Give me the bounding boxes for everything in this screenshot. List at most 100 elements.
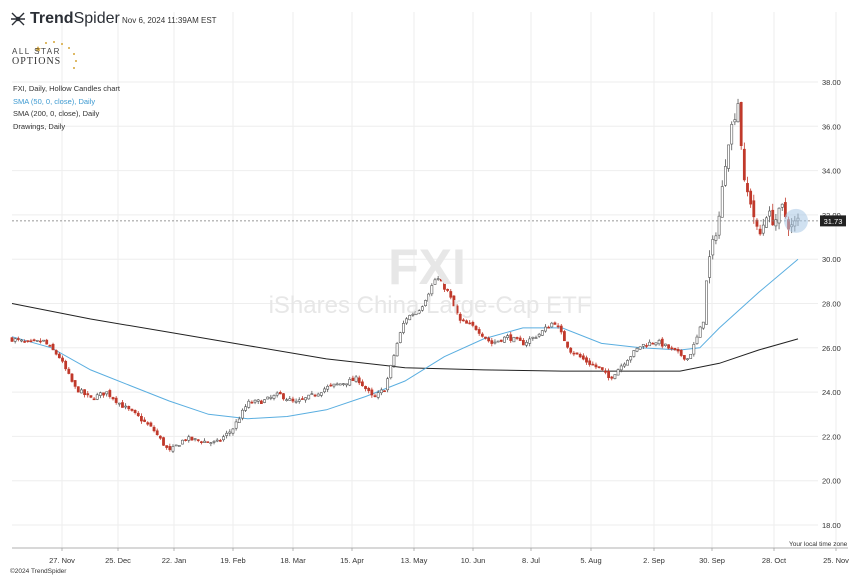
candle[interactable] [98, 391, 102, 399]
candle[interactable] [209, 442, 213, 447]
candle[interactable] [29, 338, 33, 343]
candle[interactable] [755, 218, 759, 231]
candle[interactable] [465, 319, 468, 324]
candle[interactable] [670, 345, 674, 351]
candle[interactable] [146, 421, 150, 426]
candle[interactable] [474, 324, 478, 331]
candle[interactable] [547, 325, 551, 329]
candle[interactable] [559, 323, 563, 335]
candle[interactable] [619, 363, 623, 373]
candle[interactable] [736, 98, 740, 123]
candle[interactable] [171, 444, 175, 453]
candle[interactable] [420, 305, 424, 312]
candle[interactable] [689, 353, 693, 359]
candle[interactable] [509, 332, 513, 343]
candle[interactable] [218, 438, 222, 442]
candle[interactable] [329, 382, 333, 387]
candle[interactable] [288, 396, 292, 401]
candle[interactable] [411, 311, 415, 317]
candle[interactable] [774, 213, 778, 231]
candle[interactable] [48, 344, 52, 347]
candle[interactable] [310, 390, 314, 396]
candle[interactable] [591, 361, 595, 366]
legend-chart-title[interactable]: FXI, Daily, Hollow Candles chart [13, 84, 120, 93]
candle[interactable] [114, 396, 118, 405]
candle[interactable] [117, 402, 121, 407]
candle[interactable] [35, 339, 39, 342]
candle[interactable] [10, 336, 14, 342]
candle[interactable] [708, 250, 712, 284]
candle[interactable] [676, 347, 680, 354]
candle[interactable] [244, 404, 247, 413]
candle[interactable] [124, 403, 128, 410]
candle[interactable] [512, 336, 516, 343]
candle[interactable] [405, 317, 408, 325]
candle[interactable] [364, 385, 367, 392]
legend-sma200[interactable]: SMA (200, 0, close), Daily [13, 109, 100, 118]
candle[interactable] [199, 440, 203, 445]
candle[interactable] [241, 408, 244, 421]
candle[interactable] [455, 304, 459, 315]
candle[interactable] [234, 419, 238, 431]
candle[interactable] [682, 355, 686, 361]
candle[interactable] [26, 340, 30, 343]
candle[interactable] [133, 409, 137, 415]
candle[interactable] [136, 411, 140, 417]
sma200-line[interactable] [11, 303, 799, 372]
candle[interactable] [360, 379, 364, 387]
candle[interactable] [181, 439, 184, 445]
candle[interactable] [496, 340, 500, 343]
candle[interactable] [566, 341, 569, 349]
candle[interactable] [537, 332, 541, 338]
candle[interactable] [461, 318, 465, 322]
candle[interactable] [237, 416, 241, 423]
candle[interactable] [162, 436, 165, 447]
candle[interactable] [600, 367, 604, 372]
candle[interactable] [424, 299, 427, 307]
candle[interactable] [635, 347, 639, 353]
candle[interactable] [212, 440, 216, 445]
candle[interactable] [155, 428, 159, 436]
candle[interactable] [632, 350, 636, 358]
candle[interactable] [436, 275, 440, 281]
candle[interactable] [83, 389, 87, 398]
candle[interactable] [711, 235, 715, 260]
legend-drawings[interactable]: Drawings, Daily [13, 121, 66, 131]
candle[interactable] [723, 159, 727, 187]
candle[interactable] [105, 391, 109, 397]
candle[interactable] [705, 280, 708, 325]
candle[interactable] [695, 334, 699, 345]
candle[interactable] [575, 352, 579, 355]
candle[interactable] [742, 142, 746, 182]
candle[interactable] [108, 388, 112, 399]
candle[interactable] [408, 314, 412, 321]
candle[interactable] [477, 327, 481, 336]
candle[interactable] [215, 438, 219, 443]
candle[interactable] [95, 392, 99, 401]
candle[interactable] [746, 176, 749, 197]
candle[interactable] [275, 391, 279, 398]
candle[interactable] [553, 321, 557, 325]
candle[interactable] [140, 413, 143, 424]
candle[interactable] [493, 339, 497, 345]
candle[interactable] [585, 355, 588, 365]
candle[interactable] [761, 218, 765, 236]
candle[interactable] [648, 339, 652, 347]
candle[interactable] [701, 321, 705, 330]
candle[interactable] [326, 384, 330, 393]
candle[interactable] [626, 359, 629, 366]
candle[interactable] [345, 383, 349, 388]
candle[interactable] [550, 321, 554, 328]
candle[interactable] [739, 101, 743, 150]
candle[interactable] [225, 430, 229, 439]
candle[interactable] [714, 232, 718, 245]
candle[interactable] [80, 388, 83, 394]
candle[interactable] [111, 396, 115, 401]
candle[interactable] [780, 203, 784, 211]
candle[interactable] [490, 337, 494, 347]
candle[interactable] [503, 336, 506, 343]
candle[interactable] [417, 309, 421, 315]
candle[interactable] [269, 394, 273, 401]
candle[interactable] [291, 396, 295, 404]
candle[interactable] [354, 375, 358, 383]
